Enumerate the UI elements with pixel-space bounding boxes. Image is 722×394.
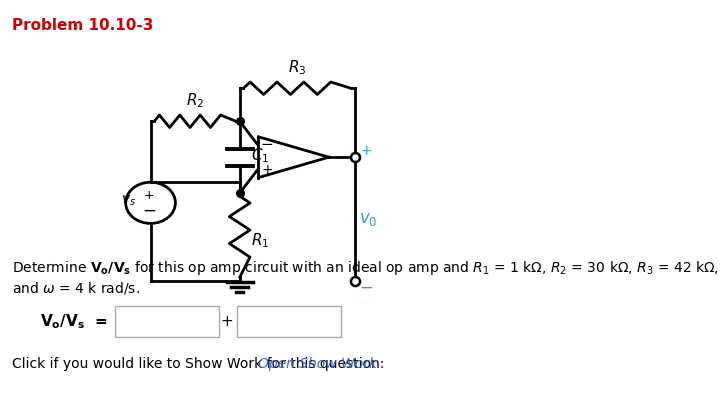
Text: + j: + j	[221, 314, 243, 329]
Text: +: +	[144, 190, 155, 203]
Text: $R_1$: $R_1$	[251, 231, 270, 250]
Text: −: −	[360, 279, 373, 297]
Text: $C_1$: $C_1$	[251, 147, 270, 165]
Text: +: +	[261, 163, 273, 177]
Text: −: −	[142, 202, 156, 219]
Text: Click if you would like to Show Work for this question:: Click if you would like to Show Work for…	[12, 357, 393, 371]
Text: −: −	[261, 137, 273, 152]
Text: $R_2$: $R_2$	[186, 91, 204, 110]
Text: $v_0$: $v_0$	[360, 210, 378, 228]
Text: $R_3$: $R_3$	[288, 58, 306, 76]
Text: Determine $\mathbf{V_o/V_s}$ for this op amp circuit with an ideal op amp and $R: Determine $\mathbf{V_o/V_s}$ for this op…	[12, 259, 722, 296]
Text: Open Show Work: Open Show Work	[258, 357, 378, 371]
Text: +: +	[360, 144, 372, 158]
FancyBboxPatch shape	[238, 306, 341, 337]
Text: $v_s$: $v_s$	[121, 194, 136, 208]
FancyBboxPatch shape	[116, 306, 219, 337]
Text: Problem 10.10-3: Problem 10.10-3	[12, 18, 154, 33]
Text: $\mathbf{V_o/V_s}$  =: $\mathbf{V_o/V_s}$ =	[40, 312, 108, 331]
